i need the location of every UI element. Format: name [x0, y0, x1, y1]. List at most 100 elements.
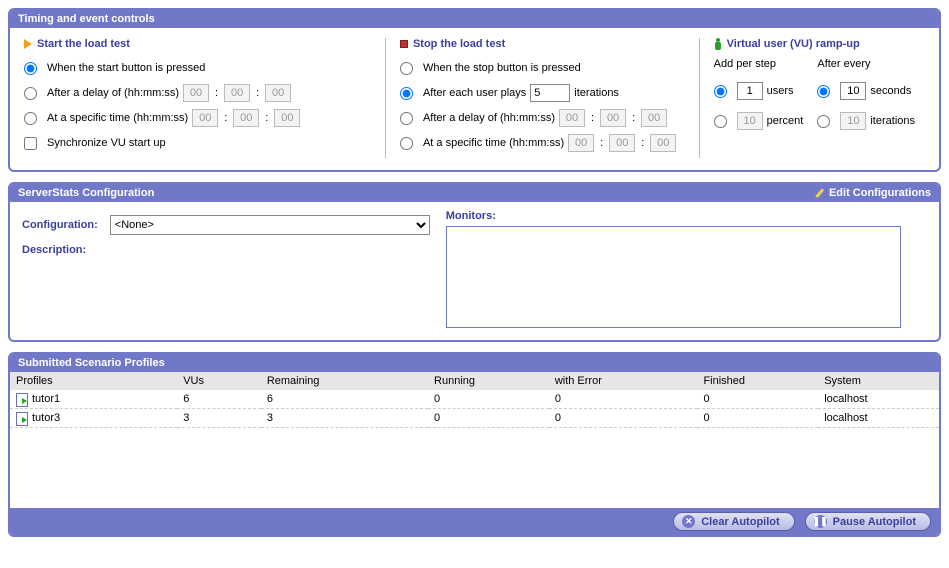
profiles-table: Profiles VUs Remaining Running with Erro…: [10, 372, 939, 428]
start-opt-pressed[interactable]: When the start button is pressed: [24, 58, 375, 78]
start-delay-mm[interactable]: [224, 84, 250, 102]
start-opt-pressed-label: When the start button is pressed: [47, 62, 205, 74]
col-vus: VUs: [177, 372, 261, 390]
edit-configs-label: Edit Configurations: [829, 187, 931, 199]
stop-section: Stop the load test When the stop button …: [385, 38, 700, 158]
stop-opt-time-label: At a specific time (hh:mm:ss): [423, 137, 564, 149]
serverstats-panel: ServerStats Configuration Edit Configura…: [8, 182, 941, 342]
ramp-users-input[interactable]: [737, 82, 763, 100]
ramp-percent-label: percent: [767, 115, 804, 127]
clear-label: Clear Autopilot: [701, 516, 779, 528]
ramp-radio-users[interactable]: [714, 85, 727, 98]
stop-delay-mm[interactable]: [600, 109, 626, 127]
col-system: System: [818, 372, 939, 390]
start-section-title: Start the load test: [24, 38, 375, 50]
col-profiles: Profiles: [10, 372, 177, 390]
stop-opt-delay[interactable]: After a delay of (hh:mm:ss) : :: [400, 108, 685, 128]
profiles-footer: ✕ Clear Autopilot ❚❚ Pause Autopilot: [10, 508, 939, 535]
timing-panel: Timing and event controls Start the load…: [8, 8, 941, 172]
start-radio-time[interactable]: [24, 112, 37, 125]
monitors-label: Monitors:: [446, 210, 504, 222]
ramp-radio-iterations[interactable]: [817, 115, 830, 128]
stop-delay-hh[interactable]: [559, 109, 585, 127]
start-sync-row[interactable]: Synchronize VU start up: [24, 133, 375, 153]
cell-system: localhost: [818, 409, 939, 428]
ramp-seconds-row[interactable]: seconds: [817, 81, 915, 101]
stop-time-ss[interactable]: [650, 134, 676, 152]
start-time-mm[interactable]: [233, 109, 259, 127]
table-row[interactable]: tutor1 6 6 0 0 0 localhost: [10, 390, 939, 409]
stop-plays-input[interactable]: [530, 84, 570, 102]
serverstats-header: ServerStats Configuration Edit Configura…: [10, 184, 939, 202]
ramp-users-label: users: [767, 85, 794, 97]
stop-radio-plays[interactable]: [400, 87, 413, 100]
stop-opt-pressed[interactable]: When the stop button is pressed: [400, 58, 685, 78]
stop-time-mm[interactable]: [609, 134, 635, 152]
profiles-title: Submitted Scenario Profiles: [18, 357, 165, 369]
ramp-iterations-row[interactable]: iterations: [817, 111, 915, 131]
start-opt-time[interactable]: At a specific time (hh:mm:ss) : :: [24, 108, 375, 128]
start-section: Start the load test When the start butto…: [24, 38, 385, 158]
stop-opt-delay-label: After a delay of (hh:mm:ss): [423, 112, 555, 124]
config-row: Configuration: <None>: [22, 215, 430, 235]
serverstats-body: Configuration: <None> Description: Monit…: [10, 202, 939, 340]
start-opt-time-label: At a specific time (hh:mm:ss): [47, 112, 188, 124]
stop-icon: [400, 40, 408, 48]
ramp-users-row[interactable]: users: [714, 81, 804, 101]
ramp-section: Virtual user (VU) ramp-up Add per step A…: [700, 38, 925, 158]
ramp-seconds-input[interactable]: [840, 82, 866, 100]
clear-autopilot-button[interactable]: ✕ Clear Autopilot: [673, 512, 794, 531]
profiles-body: Profiles VUs Remaining Running with Erro…: [10, 372, 939, 535]
cell-running: 0: [428, 390, 549, 409]
stop-delay-ss[interactable]: [641, 109, 667, 127]
start-time-ss[interactable]: [274, 109, 300, 127]
edit-configurations-link[interactable]: Edit Configurations: [813, 187, 931, 199]
ramp-percent-row[interactable]: percent: [714, 111, 804, 131]
config-label: Configuration:: [22, 219, 106, 231]
start-time-hh[interactable]: [192, 109, 218, 127]
start-opt-delay[interactable]: After a delay of (hh:mm:ss) : :: [24, 83, 375, 103]
start-radio-pressed[interactable]: [24, 62, 37, 75]
serverstats-title: ServerStats Configuration: [18, 187, 154, 199]
stop-time-hh[interactable]: [568, 134, 594, 152]
cell-vus: 6: [177, 390, 261, 409]
ramp-seconds-label: seconds: [870, 85, 911, 97]
profiles-panel: Submitted Scenario Profiles Profiles VUs…: [8, 352, 941, 537]
profile-icon: [16, 412, 28, 424]
configuration-select[interactable]: <None>: [110, 215, 430, 235]
stop-opt-plays[interactable]: After each user plays iterations: [400, 83, 685, 103]
clear-icon: ✕: [682, 515, 695, 528]
timing-panel-header: Timing and event controls: [10, 10, 939, 28]
ramp-section-title: Virtual user (VU) ramp-up: [714, 38, 915, 50]
sync-vu-checkbox[interactable]: [24, 137, 37, 150]
cell-witherror: 0: [549, 409, 698, 428]
pause-icon: ❚❚: [814, 515, 827, 528]
start-delay-ss[interactable]: [265, 84, 291, 102]
ramp-percent-input[interactable]: [737, 112, 763, 130]
start-delay-hh[interactable]: [183, 84, 209, 102]
stop-radio-delay[interactable]: [400, 112, 413, 125]
ramp-title-label: Virtual user (VU) ramp-up: [727, 38, 860, 50]
ramp-radio-seconds[interactable]: [817, 85, 830, 98]
stop-opt-time[interactable]: At a specific time (hh:mm:ss) : :: [400, 133, 685, 153]
start-radio-delay[interactable]: [24, 87, 37, 100]
pause-label: Pause Autopilot: [833, 516, 916, 528]
monitors-listbox[interactable]: [446, 226, 901, 328]
profiles-spacer: [10, 428, 939, 508]
start-opt-delay-label: After a delay of (hh:mm:ss): [47, 87, 179, 99]
vu-icon: [714, 38, 722, 50]
timing-panel-title: Timing and event controls: [18, 13, 155, 25]
ramp-iterations-input[interactable]: [840, 112, 866, 130]
cell-finished: 0: [697, 409, 818, 428]
ramp-radio-percent[interactable]: [714, 115, 727, 128]
stop-radio-pressed[interactable]: [400, 62, 413, 75]
serverstats-right: Monitors:: [446, 210, 901, 328]
col-remaining: Remaining: [261, 372, 428, 390]
sync-vu-label: Synchronize VU start up: [47, 137, 166, 149]
stop-plays-post-label: iterations: [574, 87, 619, 99]
stop-radio-time[interactable]: [400, 137, 413, 150]
pause-autopilot-button[interactable]: ❚❚ Pause Autopilot: [805, 512, 931, 531]
ramp-grid: Add per step After every users seconds p…: [714, 58, 915, 136]
serverstats-left: Configuration: <None> Description:: [22, 210, 430, 328]
table-row[interactable]: tutor3 3 3 0 0 0 localhost: [10, 409, 939, 428]
